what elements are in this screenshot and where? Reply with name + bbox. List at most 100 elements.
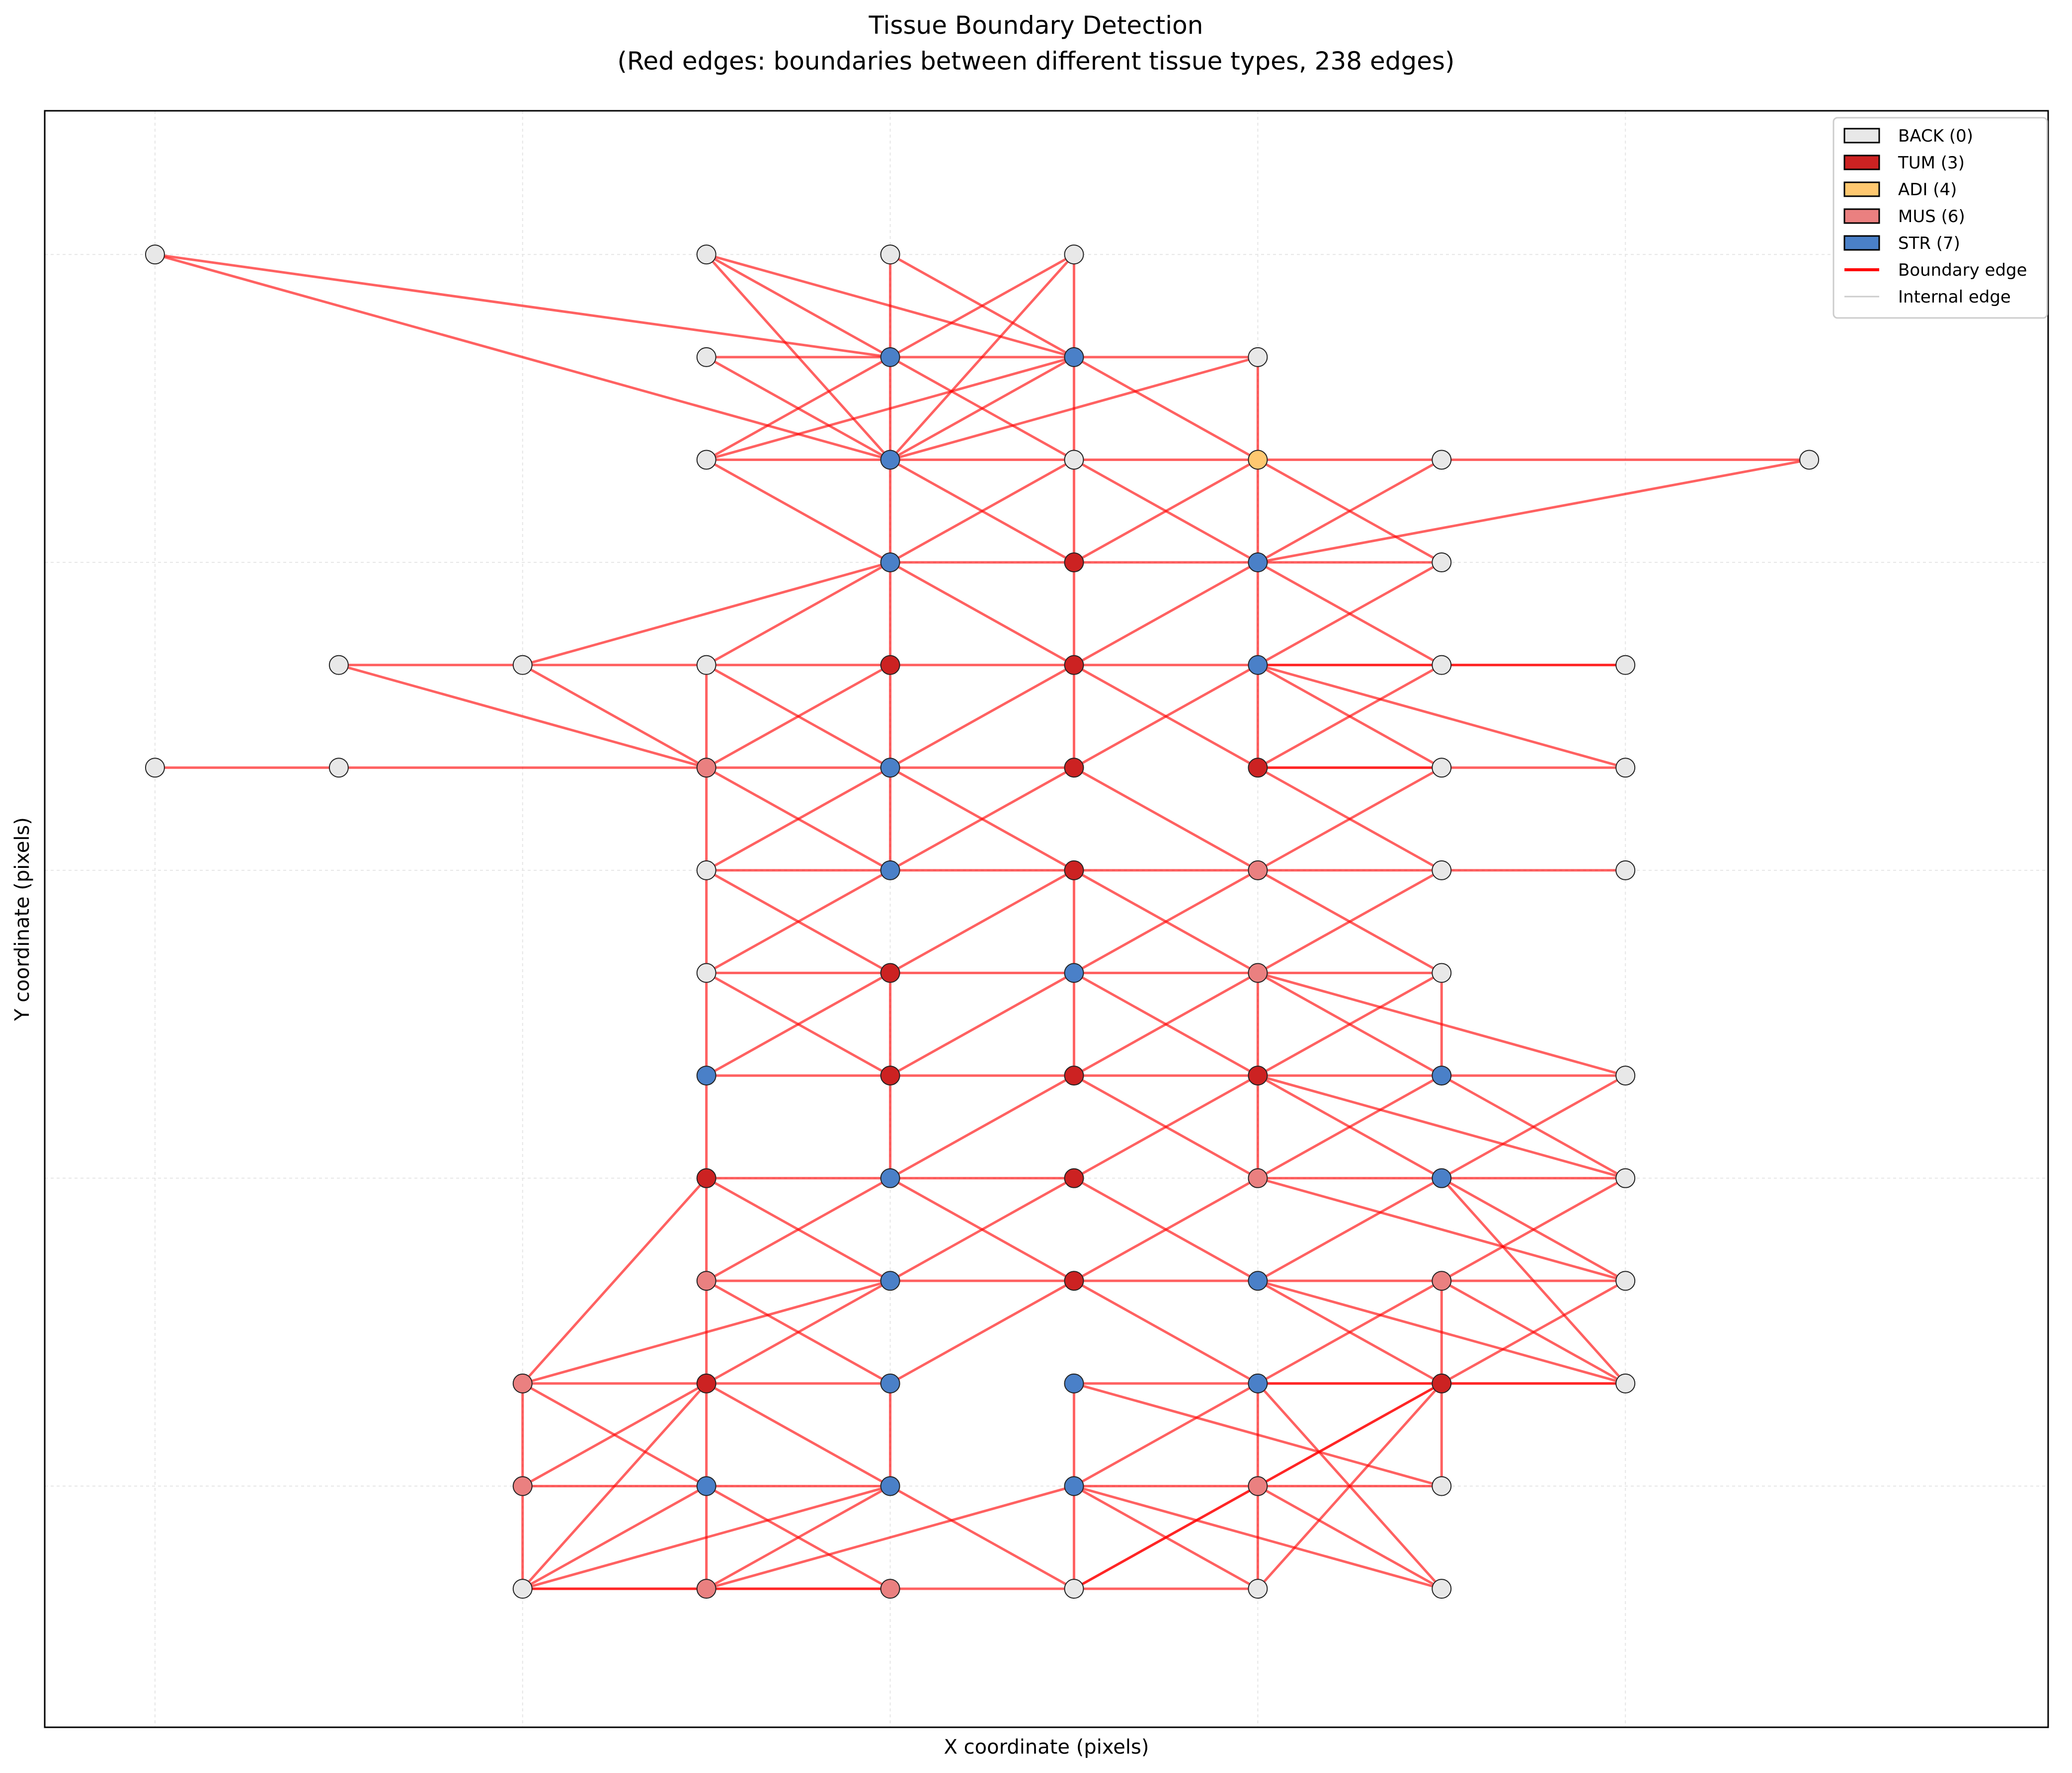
tissue-node	[1432, 1168, 1452, 1188]
chart-title: Tissue Boundary Detection	[869, 11, 1203, 40]
tissue-node	[1248, 450, 1268, 470]
boundary-edge	[1257, 664, 1442, 769]
boundary-edge	[1073, 1382, 1259, 1487]
tissue-node	[328, 758, 349, 778]
boundary-edge	[522, 1279, 891, 1385]
boundary-edge	[1257, 1177, 1626, 1282]
boundary-edge	[889, 356, 1259, 461]
boundary-edge	[1257, 1074, 1626, 1180]
boundary-edge	[706, 1280, 891, 1385]
boundary-edge	[706, 253, 891, 359]
tissue-node	[1248, 1579, 1268, 1599]
boundary-edge	[706, 1177, 891, 1282]
tissue-node	[696, 1168, 717, 1188]
tissue-node	[1615, 1271, 1636, 1291]
tissue-node	[1432, 655, 1452, 675]
legend-label: BACK (0)	[1898, 126, 1973, 146]
boundary-edge	[706, 767, 891, 872]
boundary-edge	[1441, 1177, 1626, 1282]
tissue-node	[1248, 860, 1268, 880]
boundary-edge	[889, 1485, 1075, 1590]
boundary-edge	[1257, 458, 1810, 564]
boundary-edge	[1073, 459, 1259, 564]
tissue-node	[1064, 244, 1084, 265]
tissue-node	[696, 244, 717, 265]
boundary-edge	[338, 664, 707, 769]
boundary-edge	[1073, 1074, 1259, 1179]
tissue-node	[1064, 552, 1084, 573]
tissue-node	[696, 1066, 717, 1086]
tissue-node	[696, 758, 717, 778]
legend-swatch	[1843, 235, 1880, 251]
tissue-node	[328, 655, 349, 675]
tissue-node	[1064, 655, 1084, 675]
tissue-node	[1615, 1066, 1636, 1086]
boundary-edge	[706, 1485, 891, 1590]
tissue-node	[1432, 1066, 1452, 1086]
boundary-edge	[706, 1382, 891, 1487]
tissue-node	[880, 1271, 900, 1291]
legend-swatch	[1843, 128, 1880, 144]
tissue-node	[696, 963, 717, 983]
boundary-edge	[706, 869, 891, 974]
boundary-edge	[1073, 1177, 1259, 1282]
boundary-edge	[889, 1177, 1075, 1282]
tissue-node	[880, 758, 900, 778]
tissue-node	[696, 860, 717, 880]
boundary-edge	[1257, 1280, 1442, 1385]
tissue-node	[1248, 758, 1268, 778]
tissue-node	[1064, 1271, 1084, 1291]
boundary-edge	[521, 1177, 708, 1385]
tissue-node	[1615, 1373, 1636, 1393]
boundary-edge	[706, 972, 891, 1077]
tissue-node	[696, 1373, 717, 1393]
boundary-edge	[1073, 1485, 1259, 1590]
tissue-node	[696, 347, 717, 367]
boundary-edge	[155, 253, 890, 359]
boundary-edge	[889, 972, 1075, 1077]
tissue-node	[1064, 1066, 1084, 1086]
tissue-node	[1064, 860, 1084, 880]
tissue-node	[880, 963, 900, 983]
boundary-edge	[706, 1485, 1075, 1590]
boundary-edge	[1257, 767, 1442, 872]
boundary-edge	[1257, 1177, 1442, 1282]
tissue-node	[1248, 1373, 1268, 1393]
x-axis-label: X coordinate (pixels)	[944, 1736, 1149, 1759]
chart-subtitle: (Red edges: boundaries between different…	[617, 47, 1454, 76]
boundary-edge	[706, 664, 891, 769]
tissue-node	[1064, 1579, 1084, 1599]
boundary-edge	[889, 1280, 1075, 1385]
tissue-node	[1432, 1373, 1452, 1393]
boundary-edge	[1257, 869, 1442, 974]
boundary-edge	[889, 356, 1075, 461]
boundary-edge	[706, 356, 1075, 461]
tissue-node	[880, 552, 900, 573]
tissue-node	[1064, 450, 1084, 470]
tissue-node	[145, 758, 165, 778]
boundary-edge	[889, 561, 1075, 666]
tissue-node	[512, 655, 533, 675]
legend-label: Boundary edge	[1898, 260, 2027, 280]
tissue-node	[1064, 1476, 1084, 1496]
tissue-node	[1432, 450, 1452, 470]
legend: BACK (0) TUM (3) ADI (4) MUS (6) STR (7) Boun…	[1833, 117, 2048, 319]
tissue-node	[880, 1168, 900, 1188]
boundary-edge	[1257, 459, 1442, 564]
tissue-node	[880, 1066, 900, 1086]
legend-label: Internal edge	[1898, 287, 2011, 307]
tissue-node	[880, 244, 900, 265]
boundary-edge	[1441, 1280, 1626, 1385]
plot-frame	[44, 110, 2049, 1728]
tissue-node	[880, 347, 900, 367]
boundary-edge	[1073, 767, 1259, 872]
tissue-node	[1248, 1168, 1268, 1188]
boundary-edge	[1441, 1074, 1626, 1179]
boundary-edge	[889, 1074, 1075, 1179]
tissue-node	[1799, 450, 1820, 470]
boundary-edge	[1073, 972, 1259, 1077]
boundary-edge	[1257, 664, 1626, 769]
boundary-edge	[522, 1485, 707, 1590]
